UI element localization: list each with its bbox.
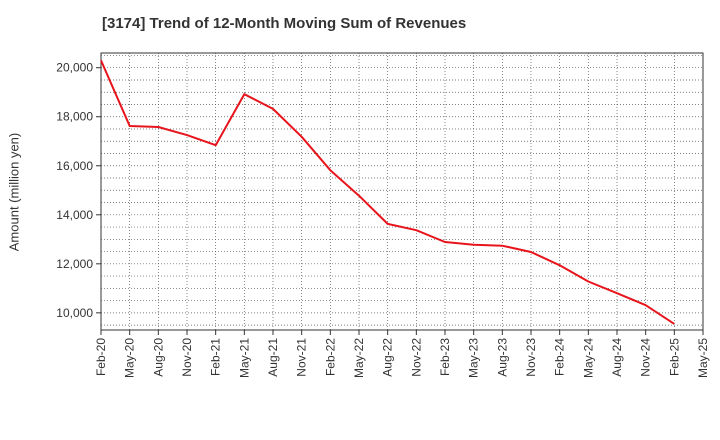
y-tick-label: 18,000 [56,110,93,124]
x-tick-label: Feb-22 [323,338,337,376]
x-tick-label: Feb-23 [438,338,452,376]
x-tick-label: Aug-22 [381,338,395,377]
series-layer [100,59,675,325]
y-tick-label: 12,000 [56,257,93,271]
grid-lines [101,53,703,330]
x-tick-label: Nov-20 [180,338,194,377]
x-tick-label: May-22 [352,338,366,378]
x-tick-label: Aug-21 [266,338,280,377]
x-tick-label: Feb-21 [209,338,223,376]
x-tick-label: May-21 [237,338,251,378]
x-tick-label: Nov-23 [524,338,538,377]
plot-frame [100,52,704,331]
y-tick-label: 14,000 [56,208,93,222]
x-tick-label: Nov-24 [639,338,653,377]
y-axis-ticks: 10,000 12,000 14,000 16,000 18,000 20,000 [56,61,101,320]
x-tick-label: Aug-23 [495,338,509,377]
chart-title: [3174] Trend of 12-Month Moving Sum of R… [102,15,467,32]
y-tick-label: 10,000 [56,306,93,320]
x-tick-label: Nov-21 [295,338,309,377]
x-tick-label: Aug-20 [151,338,165,377]
x-tick-label: May-20 [123,338,137,378]
x-tick-label: May-24 [581,338,595,378]
x-tick-label: Feb-20 [94,338,108,376]
x-tick-label: Feb-25 [667,338,681,376]
x-tick-label: Nov-22 [409,338,423,377]
series-line [100,59,675,325]
x-tick-label: May-25 [696,338,710,378]
y-tick-label: 16,000 [56,159,93,173]
x-axis-ticks: Feb-20 May-20 Aug-20 Nov-20 Feb-21 May-21 Aug-… [94,330,710,378]
x-tick-label: Feb-24 [553,338,567,376]
x-tick-label: Aug-24 [610,338,624,377]
x-tick-label: May-23 [467,338,481,378]
y-tick-label: 20,000 [56,61,93,75]
